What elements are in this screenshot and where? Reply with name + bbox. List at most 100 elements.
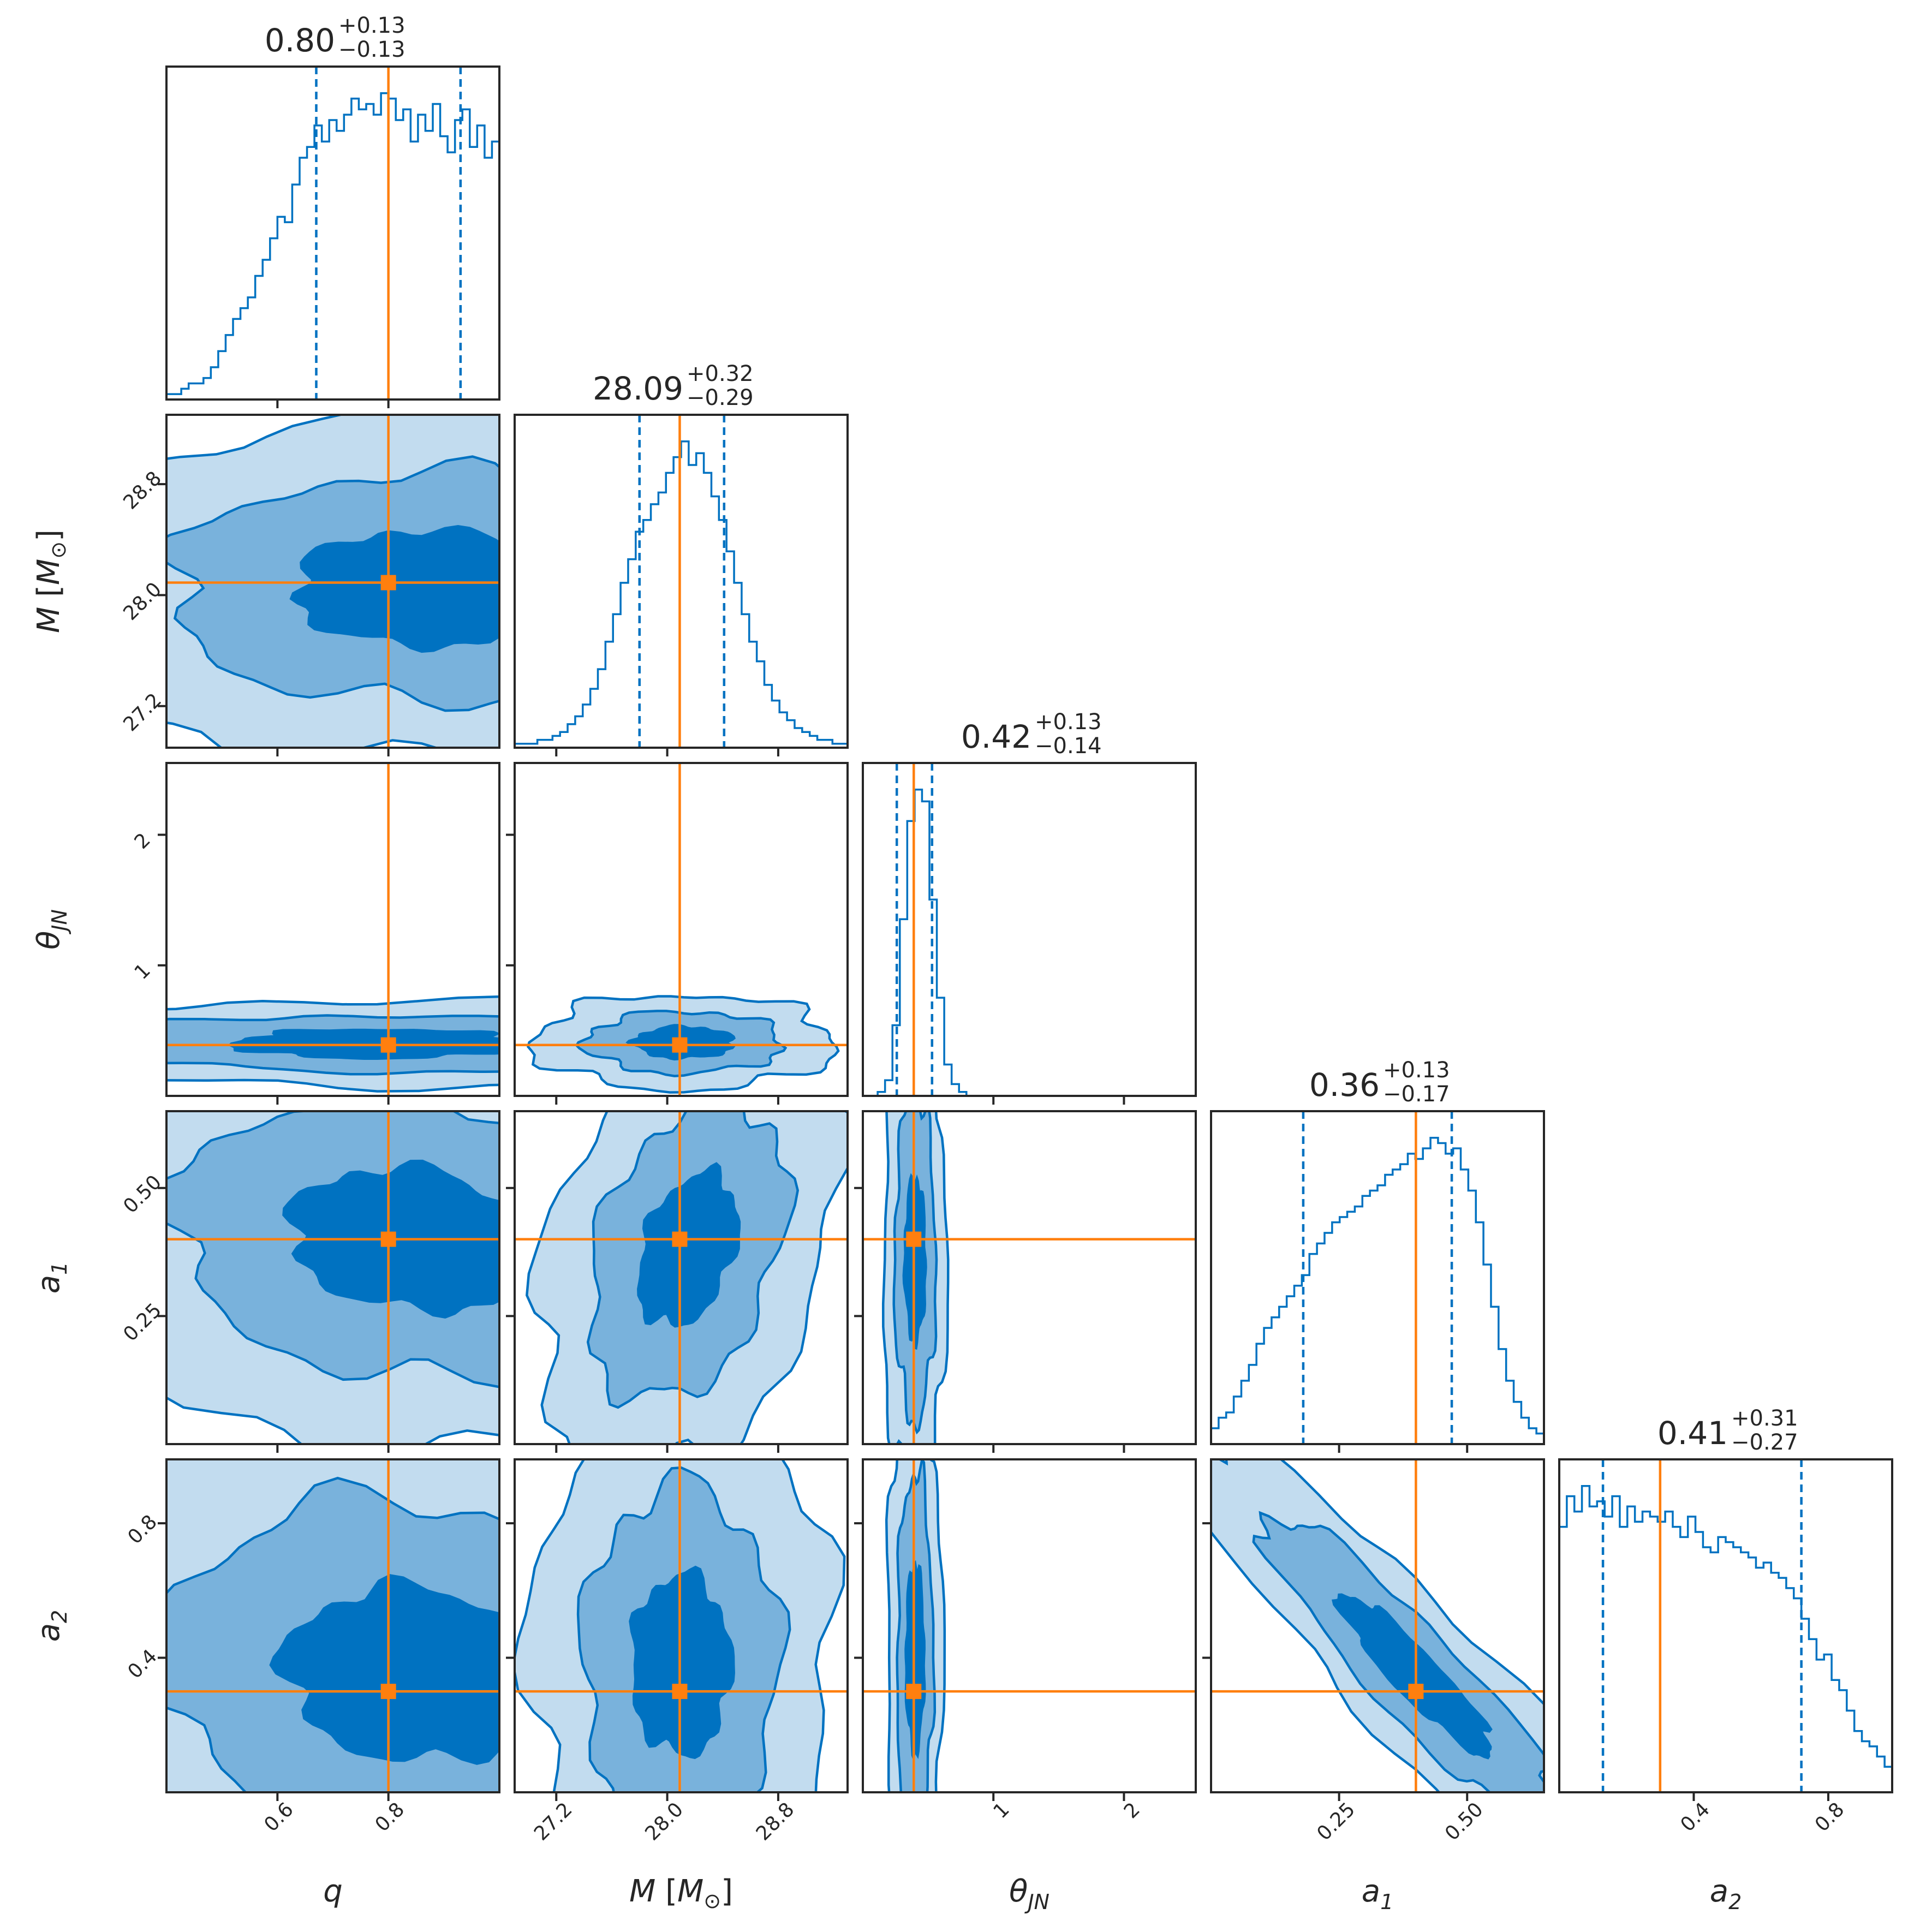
y-axis-label-M: M [M⊙]	[31, 529, 70, 633]
panel-frame-3-3	[1210, 1110, 1545, 1445]
histogram-theta	[863, 789, 1196, 1096]
hist-panel-M	[515, 415, 848, 748]
contour-line-theta-a1-0	[881, 1111, 950, 1444]
truth-point-M-a2	[672, 1684, 688, 1700]
contour-panel-theta-a2	[863, 1459, 1196, 1792]
title-minus-a2: −0.27	[1731, 1430, 1798, 1455]
contour-fill-theta-a2-2	[905, 1563, 925, 1758]
x-tick-label-M-2: 28.8	[752, 1798, 799, 1845]
x-tick-label-q-1: 0.8	[371, 1798, 409, 1836]
contour-line-M-a1-2	[637, 1162, 741, 1328]
contour-line-M-a1-1	[586, 1111, 800, 1409]
histogram-a1	[1211, 1137, 1544, 1444]
x-axis-label-M: M [M⊙]	[629, 1874, 733, 1913]
x-axis-label-a2: a2	[1710, 1874, 1742, 1914]
contour-fill-q-a2-2	[270, 1575, 499, 1764]
contour-line-theta-a1-1	[892, 1111, 938, 1435]
contour-panel-M-a2	[515, 1459, 848, 1792]
panel-frame-3-0	[165, 1110, 500, 1445]
x-tick-label-theta-0: 1	[989, 1798, 1014, 1823]
x-tick-label-q-0: 0.6	[260, 1798, 297, 1836]
contour-fill-M-a2-2	[630, 1567, 734, 1758]
contour-line-theta-a2-0	[885, 1459, 946, 1792]
truth-point-theta-a1	[906, 1231, 922, 1247]
hist-panel-theta	[863, 763, 1196, 1096]
x-tick-label-a1-0: 0.25	[1313, 1798, 1359, 1845]
contour-line-q-M-2	[289, 525, 499, 653]
contour-line-theta-a2-1	[896, 1459, 937, 1792]
truth-point-q-M	[380, 575, 396, 591]
contour-line-M-a1-0	[526, 1111, 848, 1444]
histogram-M	[515, 440, 848, 748]
contour-panel-q-M	[166, 415, 499, 748]
y-axis-label-theta: θJN	[31, 909, 71, 950]
contour-panel-M-a1	[515, 1111, 848, 1444]
panel-frame-4-0	[165, 1458, 500, 1793]
x-tick-label-M-0: 27.2	[530, 1798, 577, 1845]
contour-panel-a1-a2	[1211, 1459, 1544, 1792]
y-tick-label-theta-1: 2	[130, 829, 155, 854]
x-tick-label-theta-1: 2	[1120, 1798, 1144, 1823]
panel-frame-3-1	[514, 1110, 849, 1445]
title-plus-a2: +0.31	[1731, 1406, 1798, 1431]
y-tick-label-M-1: 28.0	[119, 578, 166, 625]
contour-fill-M-a1-2	[638, 1164, 740, 1327]
title-a1: 0.36 +0.13−0.17	[1309, 1058, 1450, 1107]
panel-frame-4-1	[514, 1458, 849, 1793]
panel-frame-1-0	[165, 414, 500, 749]
title-plus-q: +0.13	[338, 13, 406, 38]
truth-point-q-a2	[380, 1684, 396, 1700]
hist-panel-a1	[1211, 1111, 1544, 1444]
contour-line-theta-a2-2	[904, 1560, 926, 1762]
contour-line-q-a2-2	[269, 1574, 499, 1765]
title-minus-q: −0.13	[338, 37, 406, 62]
x-axis-label-theta: θJN	[1009, 1874, 1050, 1914]
title-median-M: 28.09	[593, 370, 683, 407]
contour-line-q-a1-2	[282, 1159, 499, 1319]
contour-panel-q-theta	[166, 763, 499, 1096]
title-minus-M: −0.29	[687, 385, 754, 410]
y-tick-label-theta-0: 1	[130, 959, 155, 984]
title-median-q: 0.80	[265, 22, 335, 59]
truth-point-M-theta	[672, 1037, 688, 1053]
hist-panel-a2	[1559, 1459, 1892, 1792]
x-tick-label-M-1: 28.0	[641, 1798, 688, 1845]
contour-line-a1-a2-1	[1252, 1511, 1544, 1792]
y-axis-label-a2: a2	[31, 1610, 71, 1642]
panel-frame-2-2	[862, 762, 1197, 1097]
title-a2: 0.41 +0.31−0.27	[1657, 1406, 1798, 1455]
contour-panel-q-a2	[166, 1459, 499, 1792]
truth-point-a1-a2	[1408, 1684, 1424, 1700]
panel-frame-2-1	[514, 762, 849, 1097]
truth-point-theta-a2	[906, 1684, 922, 1700]
panel-frame-2-0	[165, 762, 500, 1097]
panel-frame-4-4	[1558, 1458, 1893, 1793]
truth-point-q-a1	[380, 1231, 396, 1247]
x-tick-label-a2-0: 0.4	[1676, 1798, 1714, 1836]
contour-line-M-a2-2	[629, 1565, 735, 1760]
contour-panel-q-a1	[166, 1111, 499, 1444]
panel-frame-4-2	[862, 1458, 1197, 1793]
contour-line-q-theta-2	[228, 1028, 499, 1060]
title-plus-a1: +0.13	[1383, 1058, 1450, 1083]
title-plus-theta: +0.13	[1035, 709, 1102, 735]
panel-frame-1-1	[514, 414, 849, 749]
title-minus-theta: −0.14	[1035, 734, 1102, 759]
y-axis-label-a1: a1	[31, 1262, 71, 1294]
title-median-a2: 0.41	[1657, 1415, 1728, 1452]
title-minus-a1: −0.17	[1383, 1082, 1450, 1107]
title-median-theta: 0.42	[961, 718, 1031, 755]
y-tick-label-a1-1: 0.50	[119, 1171, 166, 1218]
contour-line-theta-a1-2	[902, 1173, 927, 1350]
contour-panel-M-theta	[515, 763, 848, 1096]
x-axis-label-q: q	[323, 1874, 343, 1909]
y-tick-label-a1-0: 0.25	[119, 1299, 166, 1346]
x-axis-label-a1: a1	[1362, 1874, 1394, 1914]
y-tick-label-a2-0: 0.4	[123, 1645, 161, 1683]
title-plus-M: +0.32	[687, 361, 754, 386]
hist-panel-q	[166, 67, 499, 399]
truth-point-q-theta	[380, 1037, 396, 1053]
contour-fill-a1-a2-2	[1333, 1594, 1491, 1758]
title-M: 28.09 +0.32−0.29	[593, 361, 754, 410]
